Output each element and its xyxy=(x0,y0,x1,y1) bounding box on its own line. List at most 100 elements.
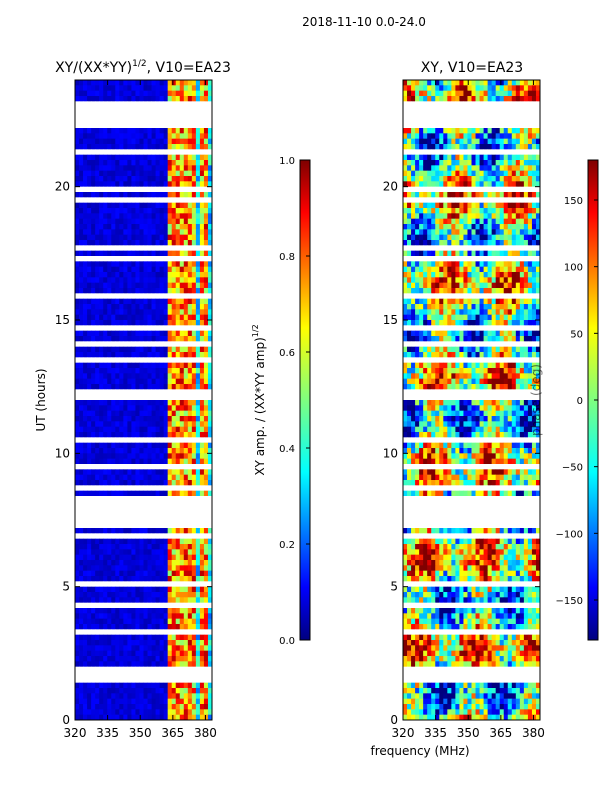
amplitude-heatmap-cell xyxy=(135,240,140,246)
phase-heatmap-cell xyxy=(511,176,517,182)
amplitude-heatmap-cell xyxy=(83,320,88,326)
phase-heatmap-cell xyxy=(427,197,432,204)
amplitude-heatmap-cell xyxy=(187,202,193,209)
amplitude-heatmap-cell xyxy=(95,474,100,481)
phase-heatmap-cell xyxy=(479,101,484,108)
amplitude-heatmap-cell xyxy=(199,208,205,214)
phase-heatmap-cell xyxy=(451,149,456,156)
amplitude-heatmap-cell xyxy=(203,192,209,198)
amplitude-heatmap-cell xyxy=(107,149,112,156)
amplitude-heatmap-cell xyxy=(183,304,189,310)
amplitude-heatmap-cell xyxy=(103,90,108,97)
amplitude-heatmap-cell xyxy=(151,378,156,385)
amplitude-heatmap-cell xyxy=(207,336,213,342)
amplitude-heatmap-cell xyxy=(143,496,148,502)
amplitude-heatmap-cell xyxy=(83,197,88,204)
amplitude-heatmap-cell xyxy=(199,266,205,273)
amplitude-heatmap-cell xyxy=(95,496,100,502)
amplitude-heatmap-cell xyxy=(79,416,84,422)
amplitude-heatmap-cell xyxy=(143,688,148,694)
amplitude-heatmap-cell xyxy=(195,485,201,492)
amplitude-heatmap-cell xyxy=(111,554,116,561)
amplitude-heatmap-cell xyxy=(183,522,189,529)
amplitude-heatmap-cell xyxy=(195,218,201,225)
phase-heatmap-cell xyxy=(467,149,472,156)
amplitude-heatmap-cell xyxy=(203,186,209,193)
amplitude-heatmap-cell xyxy=(179,709,185,716)
amplitude-heatmap-cell xyxy=(143,538,148,545)
amplitude-colorbar: 0.00.20.40.60.81.0 XY amp. / (XX*YY amp)… xyxy=(251,156,311,647)
amplitude-heatmap-cell xyxy=(155,405,161,412)
amplitude-heatmap-cell xyxy=(139,154,144,161)
amplitude-heatmap-cell xyxy=(103,522,108,529)
amplitude-heatmap-cell xyxy=(123,112,128,118)
amplitude-heatmap-cell xyxy=(151,133,156,140)
amplitude-heatmap-cell xyxy=(115,448,120,454)
amplitude-heatmap-cell xyxy=(159,474,165,481)
phase-heatmap-cell xyxy=(411,144,416,150)
amplitude-heatmap-cell xyxy=(111,224,116,230)
amplitude-heatmap-cell xyxy=(179,160,185,166)
amplitude-heatmap-cell xyxy=(119,528,124,534)
amplitude-heatmap-cell xyxy=(183,688,189,694)
amplitude-heatmap-cell xyxy=(155,122,161,129)
amplitude-heatmap-cell xyxy=(191,384,197,390)
amplitude-heatmap-cell xyxy=(123,394,128,401)
amplitude-heatmap-cell xyxy=(103,373,108,380)
amplitude-heatmap-cell xyxy=(167,634,173,641)
amplitude-heatmap-cell xyxy=(75,416,80,422)
amplitude-heatmap-cell xyxy=(175,394,181,401)
amplitude-heatmap-cell xyxy=(143,208,148,214)
phase-heatmap-cell xyxy=(519,122,525,129)
amplitude-heatmap-cell xyxy=(147,677,152,684)
amplitude-heatmap-cell xyxy=(147,122,152,129)
amplitude-heatmap-cell xyxy=(91,698,96,705)
amplitude-heatmap-cell xyxy=(159,640,165,646)
amplitude-heatmap-cell xyxy=(163,458,169,465)
amplitude-heatmap-cell xyxy=(143,650,148,657)
amplitude-heatmap-cell xyxy=(147,400,152,406)
amplitude-heatmap-cell xyxy=(115,458,120,465)
amplitude-heatmap-cell xyxy=(175,362,181,369)
amplitude-heatmap-cell xyxy=(163,613,169,620)
amplitude-heatmap-cell xyxy=(171,144,177,150)
amplitude-heatmap-cell xyxy=(183,528,189,534)
amplitude-heatmap-cell xyxy=(115,565,120,572)
amplitude-heatmap-cell xyxy=(183,192,189,198)
phase-heatmap-cell xyxy=(479,197,484,204)
amplitude-heatmap-cell xyxy=(147,624,152,630)
amplitude-heatmap-cell xyxy=(111,549,116,556)
amplitude-heatmap-cell xyxy=(171,90,177,97)
amplitude-heatmap-cell xyxy=(103,234,108,241)
amplitude-heatmap-cell xyxy=(147,554,152,561)
amplitude-x-tick-label: 320 xyxy=(64,726,87,740)
amplitude-heatmap-cell xyxy=(99,250,104,257)
amplitude-heatmap-cell xyxy=(191,549,197,556)
amplitude-heatmap-cell xyxy=(95,661,100,668)
amplitude-heatmap-cell xyxy=(175,90,181,97)
phase-heatmap-cell xyxy=(443,96,448,102)
amplitude-heatmap-cell xyxy=(183,672,189,678)
amplitude-heatmap-cell xyxy=(207,650,213,657)
amplitude-heatmap-cell xyxy=(87,688,92,694)
amplitude-heatmap-cell xyxy=(103,592,108,598)
amplitude-heatmap-cell xyxy=(171,661,177,668)
amplitude-heatmap-cell xyxy=(99,234,104,241)
amplitude-heatmap-cell xyxy=(171,133,177,140)
amplitude-heatmap-cell xyxy=(75,213,80,220)
amplitude-heatmap-cell xyxy=(99,384,104,390)
amplitude-heatmap-cell xyxy=(187,490,193,497)
phase-heatmap-cell xyxy=(495,149,501,156)
amplitude-heatmap-cell xyxy=(79,544,84,550)
amplitude-heatmap-cell xyxy=(175,538,181,545)
amplitude-heatmap-cell xyxy=(99,117,104,124)
amplitude-heatmap-cell xyxy=(207,672,213,678)
amplitude-heatmap-cell xyxy=(115,181,120,188)
amplitude-heatmap-cell xyxy=(199,336,205,342)
phase-heatmap-cell xyxy=(499,186,505,193)
amplitude-heatmap-cell xyxy=(159,560,165,566)
amplitude-heatmap-cell xyxy=(107,85,112,92)
amplitude-heatmap-cell xyxy=(83,714,88,721)
amplitude-heatmap-cell xyxy=(143,186,148,193)
phase-heatmap-cell xyxy=(423,208,428,214)
